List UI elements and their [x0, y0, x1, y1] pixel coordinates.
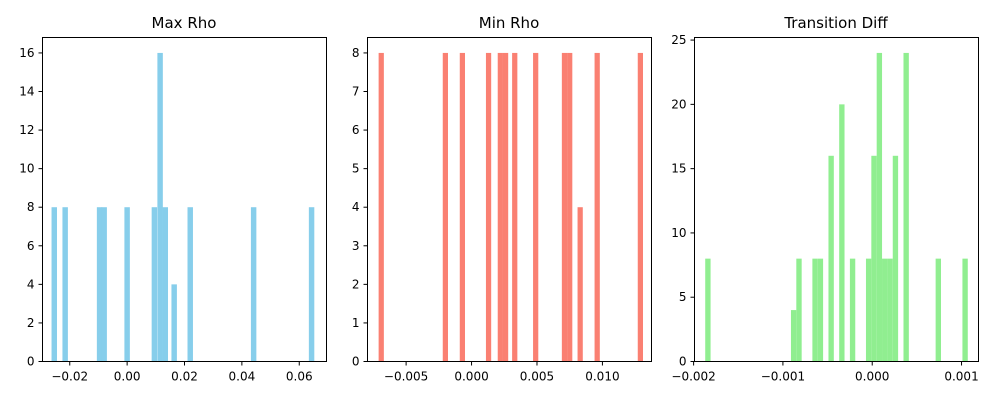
transition-diff-ytick-label-3: 15 [671, 162, 686, 176]
min-rho-xtick-label-1: 0.000 [454, 370, 488, 384]
transition-diff-bar-8 [865, 258, 872, 362]
transition-diff-axes-frame [694, 37, 979, 362]
min-rho-x-axis: −0.005 0.000 0.005 0.010 [384, 361, 620, 384]
min-rho-bar-0 [378, 52, 384, 362]
max-rho-ytick-label-3: 6 [27, 239, 35, 253]
min-rho-bar-3 [485, 52, 492, 362]
transition-diff-bar-16 [962, 258, 968, 362]
transition-diff-ytick-label-2: 10 [671, 226, 686, 240]
max-rho-ytick-label-0: 0 [27, 355, 35, 369]
min-rho-title: Min Rho [479, 14, 540, 32]
min-rho-ytick-label-0: 0 [352, 355, 360, 369]
min-rho-bar-9 [567, 52, 573, 362]
transition-diff-bar-14 [903, 52, 909, 362]
min-rho-bar-1 [442, 52, 448, 362]
min-rho-bars [378, 52, 643, 362]
transition-diff-xtick-label-2: 0.000 [855, 370, 889, 384]
max-rho-bar-6 [157, 52, 163, 362]
max-rho-bar-9 [187, 207, 193, 362]
max-rho-bar-8 [171, 284, 177, 362]
min-rho-ytick-label-3: 3 [352, 239, 360, 253]
transition-diff-bar-10 [876, 52, 883, 362]
transition-diff-bar-7 [849, 258, 856, 362]
max-rho-x-axis: −0.02 0.00 0.02 0.04 0.06 [51, 361, 313, 384]
transition-diff-bar-15 [935, 258, 941, 362]
max-rho-xtick-label-0: −0.02 [51, 370, 88, 384]
min-rho-xtick-label-2: 0.005 [520, 370, 554, 384]
transition-diff-bars [705, 52, 968, 362]
max-rho-axes-frame [42, 37, 327, 362]
min-rho-bar-8 [561, 52, 568, 362]
min-rho-bar-11 [594, 52, 600, 362]
min-rho-y-axis: 0 1 2 3 4 5 6 7 8 [352, 46, 368, 369]
min-rho-ytick-label-2: 2 [352, 277, 360, 291]
max-rho-bar-0 [51, 207, 57, 362]
transition-diff-ytick-label-5: 25 [671, 33, 686, 47]
transition-diff-bar-13 [892, 155, 899, 362]
max-rho-ytick-label-7: 14 [19, 85, 34, 99]
max-rho-ytick-label-1: 2 [27, 316, 35, 330]
max-rho-bar-4 [124, 207, 130, 362]
min-rho-bar-7 [533, 52, 539, 362]
min-rho-ytick-label-5: 5 [352, 162, 360, 176]
transition-diff-title: Transition Diff [783, 14, 888, 32]
max-rho-bar-11 [308, 207, 315, 362]
transition-diff-bar-2 [796, 258, 802, 362]
transition-diff-y-axis: 0 5 10 15 20 25 [671, 33, 695, 369]
transition-diff-xtick-label-3: 0.001 [944, 370, 978, 384]
transition-diff-xtick-label-1: −0.001 [761, 370, 805, 384]
min-rho-bar-12 [637, 52, 643, 362]
transition-diff-bar-11 [882, 258, 888, 362]
transition-diff-ytick-label-1: 5 [679, 290, 687, 304]
max-rho-bar-10 [250, 207, 257, 362]
transition-diff-x-axis: −0.002 −0.001 0.000 0.001 [671, 361, 979, 384]
min-rho-ytick-label-4: 4 [352, 200, 360, 214]
transition-diff-bar-9 [871, 155, 877, 362]
min-rho-bar-2 [459, 52, 466, 362]
max-rho-ytick-label-6: 12 [19, 123, 34, 137]
max-rho-bar-5 [151, 207, 158, 362]
min-rho-xtick-label-0: −0.005 [384, 370, 428, 384]
transition-diff-bar-0 [705, 258, 711, 362]
min-rho-ytick-label-8: 8 [352, 46, 360, 60]
max-rho-bar-7 [162, 207, 169, 362]
max-rho-y-axis: 0 2 4 6 8 10 12 14 16 [19, 46, 43, 369]
max-rho-bar-2 [96, 207, 103, 362]
transition-diff-bar-1 [790, 310, 797, 362]
max-rho-bar-1 [62, 207, 68, 362]
max-rho-ytick-label-8: 16 [19, 46, 34, 60]
min-rho-ytick-label-1: 1 [352, 316, 360, 330]
min-rho-ytick-label-6: 6 [352, 123, 360, 137]
max-rho-ytick-label-2: 4 [27, 277, 35, 291]
max-rho-xtick-label-1: 0.00 [114, 370, 141, 384]
max-rho-title: Max Rho [152, 14, 217, 32]
max-rho-xtick-label-3: 0.04 [229, 370, 256, 384]
transition-diff-panel: Transition Diff −0.002 −0.001 0.000 0.001 0… [671, 14, 979, 384]
transition-diff-xtick-label-0: −0.002 [671, 370, 715, 384]
min-rho-bar-5 [502, 52, 509, 362]
transition-diff-ytick-label-0: 0 [679, 355, 687, 369]
min-rho-panel: Min Rho −0.005 0.000 0.005 0.010 0 1 2 3 4 5 6 7 8 [352, 14, 652, 384]
min-rho-bar-4 [497, 52, 503, 362]
transition-diff-bar-5 [828, 155, 834, 362]
max-rho-bar-3 [101, 207, 107, 362]
max-rho-bars [51, 52, 315, 362]
transition-diff-bar-3 [812, 258, 818, 362]
transition-diff-ytick-label-4: 20 [671, 97, 686, 111]
min-rho-axes-frame [367, 37, 652, 362]
max-rho-panel: Max Rho −0.02 0.00 0.02 0.04 0.06 0 2 4 6 8 10 12 1… [19, 14, 327, 384]
min-rho-ytick-label-7: 7 [352, 85, 360, 99]
max-rho-ytick-label-4: 8 [27, 200, 35, 214]
min-rho-bar-6 [512, 52, 518, 362]
min-rho-bar-10 [577, 207, 583, 362]
min-rho-xtick-label-3: 0.010 [585, 370, 619, 384]
max-rho-xtick-label-4: 0.06 [286, 370, 313, 384]
transition-diff-bar-4 [817, 258, 824, 362]
transition-diff-bar-6 [839, 104, 845, 362]
max-rho-xtick-label-2: 0.02 [171, 370, 198, 384]
max-rho-ytick-label-5: 10 [19, 162, 34, 176]
transition-diff-bar-12 [887, 258, 893, 362]
